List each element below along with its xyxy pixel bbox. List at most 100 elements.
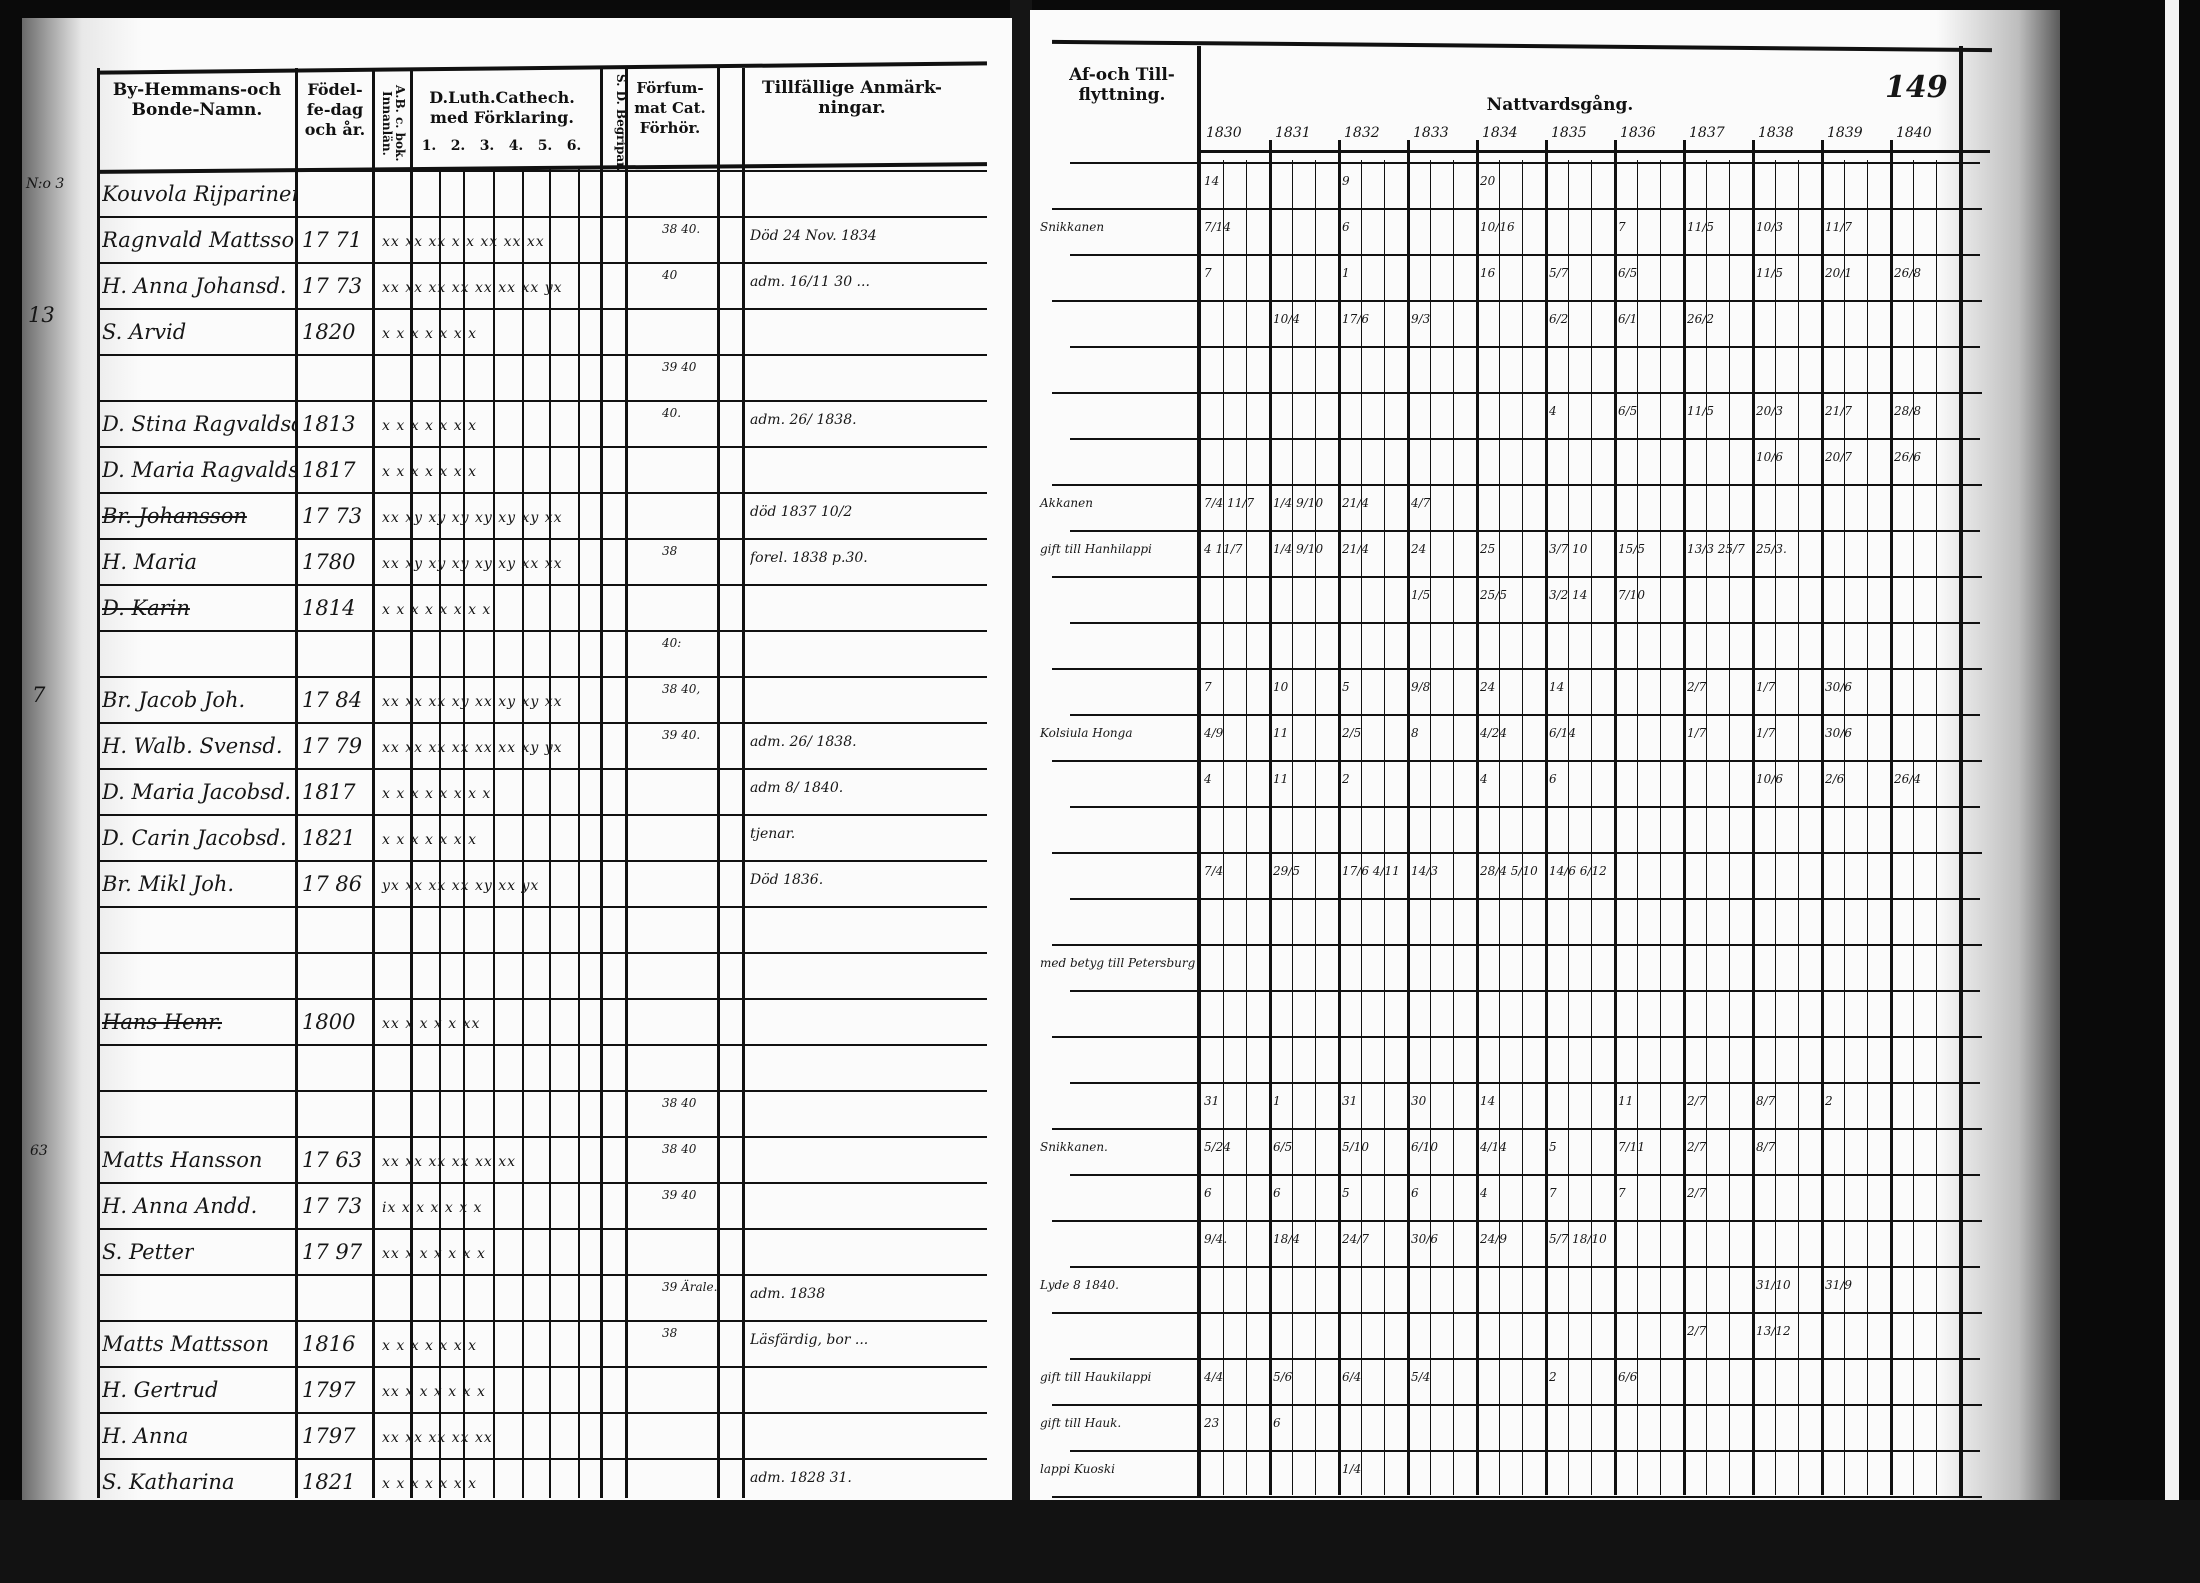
missed-examinations: 38 40, bbox=[662, 682, 701, 696]
person-name: D. Maria Ragvaldsd. bbox=[102, 458, 297, 482]
row-rule bbox=[1070, 898, 1980, 900]
right-page: Af-och Till-flyttning. Nattvardsgång. 14… bbox=[1030, 10, 2060, 1510]
register-row: H. Anna 1797 xx xx xx xx xx bbox=[22, 1424, 1012, 1470]
column-rule bbox=[742, 68, 745, 1498]
attendance-row bbox=[1030, 906, 2060, 952]
birth-date: 17 73 bbox=[302, 274, 363, 298]
column-rule bbox=[97, 68, 100, 1498]
communion-date: 6 bbox=[1273, 1416, 1281, 1430]
row-rule bbox=[1052, 208, 1982, 210]
communion-date: 28/8 bbox=[1894, 404, 1921, 418]
catechism-marks: x x x x x x x x bbox=[382, 786, 492, 802]
communion-date: 7/4 11/7 bbox=[1204, 496, 1255, 510]
communion-date: 1/7 bbox=[1756, 680, 1776, 694]
left-page: By-Hemmans-och Bonde-Namn. Födel-fe-dag … bbox=[22, 18, 1012, 1518]
register-row: H. Maria 1780 xx xy xy xy xy xy xx xx 38 for… bbox=[22, 544, 1012, 596]
side-mark: 7 bbox=[32, 683, 46, 707]
header-catechism: D.Luth.Cathech. med Förklaring. bbox=[429, 88, 575, 127]
communion-date: 8/7 bbox=[1756, 1094, 1776, 1108]
communion-date: 20 bbox=[1480, 174, 1496, 188]
communion-date: 2/7 bbox=[1687, 1186, 1707, 1200]
communion-date: 6/5 bbox=[1618, 404, 1638, 418]
missed-examinations: 38 bbox=[662, 1326, 678, 1340]
row-rule bbox=[97, 630, 987, 632]
catechism-subcolumn-rule bbox=[493, 168, 495, 1498]
row-rule bbox=[1070, 1174, 1980, 1176]
row-rule bbox=[97, 952, 987, 954]
subcolumn-rule bbox=[1430, 160, 1431, 1495]
communion-date: 7/14 bbox=[1204, 220, 1231, 234]
register-row bbox=[22, 1056, 1012, 1102]
subcolumn-rule bbox=[1568, 160, 1569, 1495]
person-name: H. Anna Andd. bbox=[102, 1194, 258, 1218]
communion-date: 5 bbox=[1342, 1186, 1350, 1200]
communion-date: 7/11 bbox=[1618, 1140, 1645, 1154]
birth-date: 1797 bbox=[302, 1424, 356, 1448]
row-rule bbox=[97, 170, 987, 172]
attendance-row bbox=[1030, 1044, 2060, 1090]
communion-date: 28/4 5/10 bbox=[1480, 864, 1538, 878]
row-rule bbox=[97, 400, 987, 402]
remark: adm. 1838 bbox=[750, 1286, 826, 1302]
move-note: Lyde 8 1840. bbox=[1040, 1278, 1119, 1292]
communion-date: 20/3 bbox=[1756, 404, 1783, 418]
subcolumn-rule bbox=[1223, 160, 1224, 1495]
column-rule bbox=[1959, 46, 1963, 1496]
subcolumn-rule bbox=[1867, 160, 1868, 1495]
attendance-row: 7 10 5 9/8 24 14 2/7 1/7 30/6 bbox=[1030, 676, 2060, 722]
person-name: H. Maria bbox=[102, 550, 197, 574]
subcolumn-rule bbox=[1844, 160, 1845, 1495]
communion-date: 8/7 bbox=[1756, 1140, 1776, 1154]
remark: adm. 1828 31. bbox=[750, 1470, 852, 1486]
catechism-marks: xx xx xx x x xx xx xx bbox=[382, 234, 545, 250]
communion-date: 9/4. bbox=[1204, 1232, 1228, 1246]
row-rule bbox=[1070, 806, 1980, 808]
subcolumn-rule bbox=[1913, 160, 1914, 1495]
header-ds: S. D. Begripar. bbox=[614, 74, 628, 172]
column-rule bbox=[717, 68, 720, 1498]
communion-date: 6 bbox=[1411, 1186, 1419, 1200]
catechism-part-label: 1. bbox=[421, 138, 437, 154]
birth-date: 1797 bbox=[302, 1378, 356, 1402]
communion-date: 11/5 bbox=[1687, 220, 1714, 234]
attendance-row: 14 9 20 bbox=[1030, 170, 2060, 216]
catechism-marks: xx x x x x xx bbox=[382, 1016, 481, 1032]
attendance-row: 9/4. 18/4 24/7 30/6 24/9 5/7 18/10 bbox=[1030, 1228, 2060, 1274]
header-moves: Af-och Till-flyttning. bbox=[1069, 65, 1175, 105]
communion-date: 5/4 bbox=[1411, 1370, 1431, 1384]
row-rule bbox=[97, 1090, 987, 1092]
person-name: Hans Henr. bbox=[102, 1010, 223, 1034]
communion-date: 21/4 bbox=[1342, 496, 1369, 510]
communion-date: 18/4 bbox=[1273, 1232, 1300, 1246]
birth-date: 17 63 bbox=[302, 1148, 363, 1172]
attendance-row: 10/4 17/6 9/3 6/2 6/1 26/2 bbox=[1030, 308, 2060, 354]
person-name: D. Maria Jacobsd. bbox=[102, 780, 292, 804]
row-rule bbox=[1070, 990, 1980, 992]
register-row: Br. Mikl Joh. 17 86 yx xx xx xx xy xx yx Dö… bbox=[22, 872, 1012, 918]
communion-date: 5/7 bbox=[1549, 266, 1569, 280]
header-bottom-rule bbox=[96, 162, 988, 174]
communion-date: 10 bbox=[1273, 680, 1289, 694]
communion-date: 2/5 bbox=[1342, 726, 1362, 740]
year-header: 1831 bbox=[1275, 125, 1311, 141]
communion-date: 2/7 bbox=[1687, 680, 1707, 694]
communion-date: 7 bbox=[1549, 1186, 1557, 1200]
communion-date: 14 bbox=[1480, 1094, 1496, 1108]
communion-date: 23 bbox=[1204, 1416, 1220, 1430]
year-header: 1836 bbox=[1620, 125, 1656, 141]
catechism-marks: xx xx xx xx xx xx xx yx bbox=[382, 280, 563, 296]
communion-date: 1/7 bbox=[1687, 726, 1707, 740]
birth-date: 17 86 bbox=[302, 872, 363, 896]
communion-date: 10/6 bbox=[1756, 772, 1783, 786]
row-rule bbox=[97, 1274, 987, 1276]
row-rule bbox=[97, 906, 987, 908]
catechism-marks: xx xx xx xx xx xx xy yx bbox=[382, 740, 563, 756]
row-rule bbox=[1052, 852, 1982, 854]
subcolumn-rule bbox=[1315, 160, 1316, 1495]
register-row: Br. Jacob Joh. 17 84 xx xx xx xy xx xy xy … bbox=[22, 682, 1012, 734]
register-row: H. Gertrud 1797 xx x x x x x x bbox=[22, 1378, 1012, 1424]
attendance-row bbox=[1030, 354, 2060, 400]
attendance-row: Snikkanen. 5/24 6/5 5/10 6/10 4/14 5 7/11 2/7 8/7 bbox=[1030, 1136, 2060, 1182]
subcolumn-rule bbox=[1660, 160, 1661, 1495]
catechism-part-label: 5. bbox=[537, 138, 553, 154]
